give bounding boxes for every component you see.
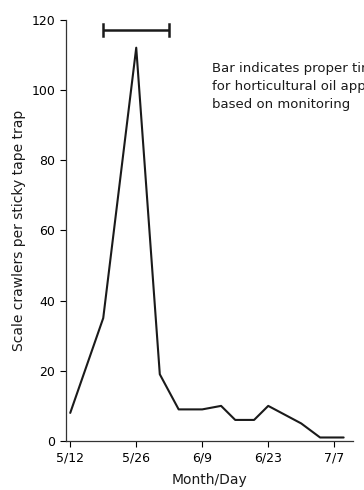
Text: Bar indicates proper time
for horticultural oil application
based on monitoring: Bar indicates proper time for horticultu… [211,62,364,111]
X-axis label: Month/Day: Month/Day [171,473,247,487]
Y-axis label: Scale crawlers per sticky tape trap: Scale crawlers per sticky tape trap [12,110,26,351]
